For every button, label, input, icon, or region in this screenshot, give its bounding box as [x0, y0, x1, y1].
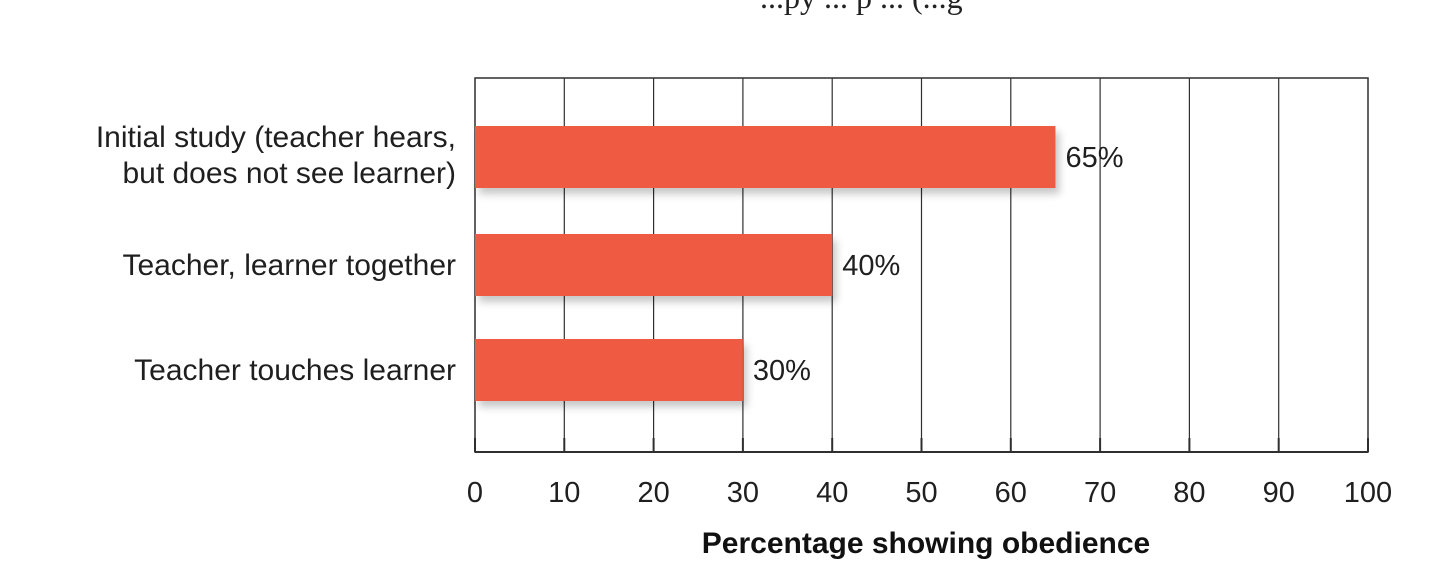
x-tick-label-90: 90	[1263, 477, 1295, 509]
x-tick-label-60: 60	[995, 477, 1027, 509]
x-tick-label-20: 20	[637, 477, 669, 509]
bar-1	[475, 126, 1056, 188]
value-labels: 65% 40% 30%	[753, 142, 1124, 387]
x-tick-label-100: 100	[1344, 477, 1392, 509]
x-tick-label-50: 50	[905, 477, 937, 509]
bar-value-label-1: 65%	[1065, 142, 1123, 174]
bar-3	[475, 339, 743, 401]
x-tick-label-10: 10	[548, 477, 580, 509]
category-labels: Initial study (teacher hears,but does no…	[96, 121, 456, 387]
bars	[475, 126, 1056, 401]
x-ticks: 0 10 20 30 40 50 60 70 80 90 100	[467, 438, 1392, 509]
x-axis-title: Percentage showing obedience	[702, 527, 1150, 560]
x-tick-label-80: 80	[1173, 477, 1205, 509]
x-tick-label-70: 70	[1084, 477, 1116, 509]
bar-value-label-2: 40%	[842, 250, 900, 282]
category-label-2-line-1: Teacher, learner together	[122, 249, 456, 282]
category-label-3-line-1: Teacher touches learner	[134, 354, 456, 387]
category-label-1-line-1: Initial study (teacher hears,	[96, 121, 456, 154]
bar-2	[475, 234, 833, 296]
x-tick-label-40: 40	[816, 477, 848, 509]
header-fragment: ...py ... p ... (...g	[760, 0, 963, 15]
x-tick-label-0: 0	[467, 477, 483, 509]
x-tick-label-30: 30	[727, 477, 759, 509]
category-label-1-line-2: but does not see learner)	[122, 157, 456, 190]
bar-value-label-3: 30%	[753, 355, 811, 387]
